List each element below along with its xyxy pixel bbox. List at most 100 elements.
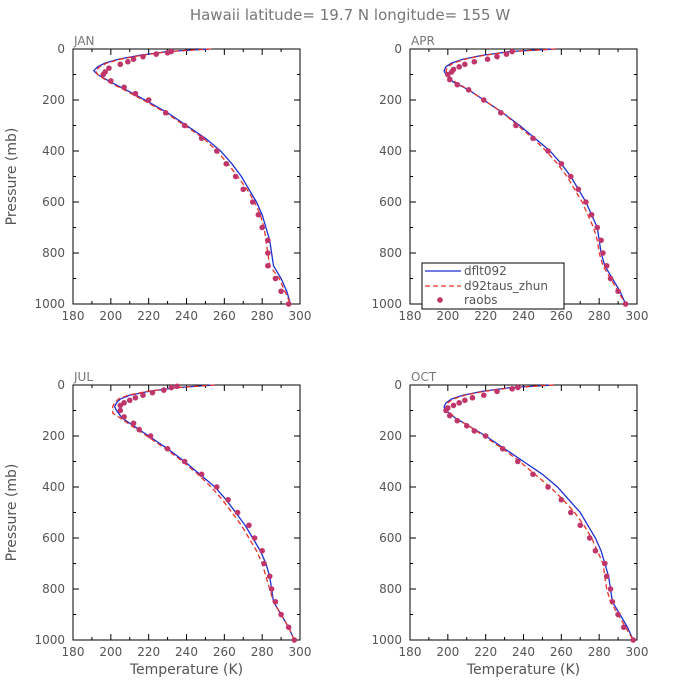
raobs-point	[225, 496, 231, 503]
d92taus_zhun-line	[112, 384, 295, 641]
raobs-point	[494, 388, 500, 395]
raobs-point	[545, 484, 551, 490]
raobs-point	[607, 586, 614, 592]
x-tick-label: 280	[588, 309, 611, 323]
raobs-point	[446, 76, 453, 83]
raobs-point	[515, 458, 521, 465]
raobs-point	[181, 458, 188, 465]
x-tick-label: 180	[62, 309, 85, 323]
raobs-point	[272, 598, 279, 605]
figure-title: Hawaii latitude= 19.7 N longitude= 155 W	[190, 6, 510, 24]
raobs-point	[265, 262, 271, 269]
raobs-point	[140, 392, 146, 399]
raobs-point	[181, 122, 188, 129]
raobs-point	[480, 392, 487, 399]
raobs-point	[234, 509, 241, 516]
x-axis-label: Temperature (K)	[129, 662, 243, 678]
raobs-point	[125, 58, 131, 65]
raobs-point	[255, 211, 262, 218]
legend-swatch-raobs	[437, 297, 443, 303]
raobs-point	[223, 160, 230, 167]
raobs-point	[162, 109, 169, 116]
raobs-point	[480, 97, 487, 103]
raobs-point	[509, 386, 515, 392]
plot-frame	[72, 384, 301, 641]
raobs-point	[213, 148, 220, 154]
raobs-point	[462, 61, 468, 68]
raobs-point	[145, 97, 152, 103]
raobs-point	[462, 397, 468, 404]
dflt092-line	[92, 48, 292, 305]
y-tick-label: 800	[42, 582, 65, 596]
raobs-point	[602, 560, 608, 567]
x-tick-label: 240	[175, 645, 198, 659]
raobs-point	[600, 250, 606, 256]
raobs-point	[469, 394, 476, 401]
x-tick-label: 200	[436, 309, 459, 323]
panel-jan: JAN 180 200 220 240 260 280 300 0 200 400 600 800 100…	[4, 34, 311, 323]
y-tick-label: 0	[57, 42, 65, 56]
x-tick-label: 200	[99, 645, 122, 659]
x-tick-label: 220	[137, 645, 160, 659]
raobs-point	[100, 71, 107, 78]
x-tick-label: 220	[474, 645, 497, 659]
legend-label: raobs	[464, 293, 498, 307]
y-tick-label: 1000	[371, 297, 402, 311]
raobs-point	[161, 387, 167, 393]
raobs-point	[291, 637, 298, 643]
y-tick-label: 600	[42, 531, 65, 545]
raobs-point	[443, 407, 449, 414]
panel-apr: APR 180 200 220 240 260 280 300 0 200 400 600 800 100…	[371, 34, 648, 323]
raobs-point	[266, 573, 273, 580]
x-tick-label: 240	[512, 645, 535, 659]
raobs-point	[609, 598, 616, 605]
x-tick-label: 180	[399, 309, 422, 323]
y-tick-label: 600	[42, 195, 65, 209]
raobs-point	[498, 109, 504, 116]
raobs-point	[567, 173, 574, 180]
y-tick-label: 600	[379, 531, 402, 545]
raobs-point	[261, 560, 267, 567]
y-axis-label: Pressure (mb)	[4, 464, 20, 562]
panel-label: JAN	[73, 34, 95, 48]
raobs-point	[278, 288, 284, 295]
raobs-point	[153, 51, 160, 57]
raobs-point	[577, 522, 584, 529]
x-tick-label: 280	[251, 645, 274, 659]
raobs-point	[164, 445, 171, 452]
dflt092-line	[113, 384, 295, 641]
raobs-point	[465, 87, 472, 93]
y-tick-label: 1000	[34, 297, 65, 311]
raobs-point	[132, 90, 139, 97]
x-tick-label: 180	[62, 645, 85, 659]
raobs-point	[607, 275, 614, 282]
raobs-point	[515, 384, 521, 391]
raobs-point	[272, 275, 279, 282]
raobs-point	[136, 426, 143, 433]
raobs-point	[446, 412, 453, 419]
raobs-point	[259, 224, 265, 231]
raobs-point	[456, 64, 462, 70]
y-tick-label: 800	[379, 246, 402, 260]
raobs-point	[117, 402, 124, 409]
raobs-point	[509, 48, 515, 55]
x-tick-label: 240	[512, 309, 535, 323]
x-tick-label: 260	[550, 309, 573, 323]
x-tick-label: 300	[289, 645, 312, 659]
y-tick-label: 0	[57, 378, 65, 392]
raobs-point	[140, 53, 146, 60]
raobs-point	[240, 186, 247, 193]
x-tick-label: 240	[175, 309, 198, 323]
raobs-point	[586, 535, 593, 541]
y-tick-label: 200	[379, 93, 402, 107]
raobs-point	[130, 56, 137, 62]
y-tick-label: 200	[42, 429, 65, 443]
raobs-point	[615, 611, 621, 618]
y-tick-label: 600	[379, 195, 402, 209]
x-tick-label: 300	[626, 645, 649, 659]
panel-label: JUL	[73, 370, 93, 384]
raobs-point	[598, 237, 604, 244]
raobs-point	[117, 61, 124, 68]
y-tick-label: 0	[394, 378, 402, 392]
